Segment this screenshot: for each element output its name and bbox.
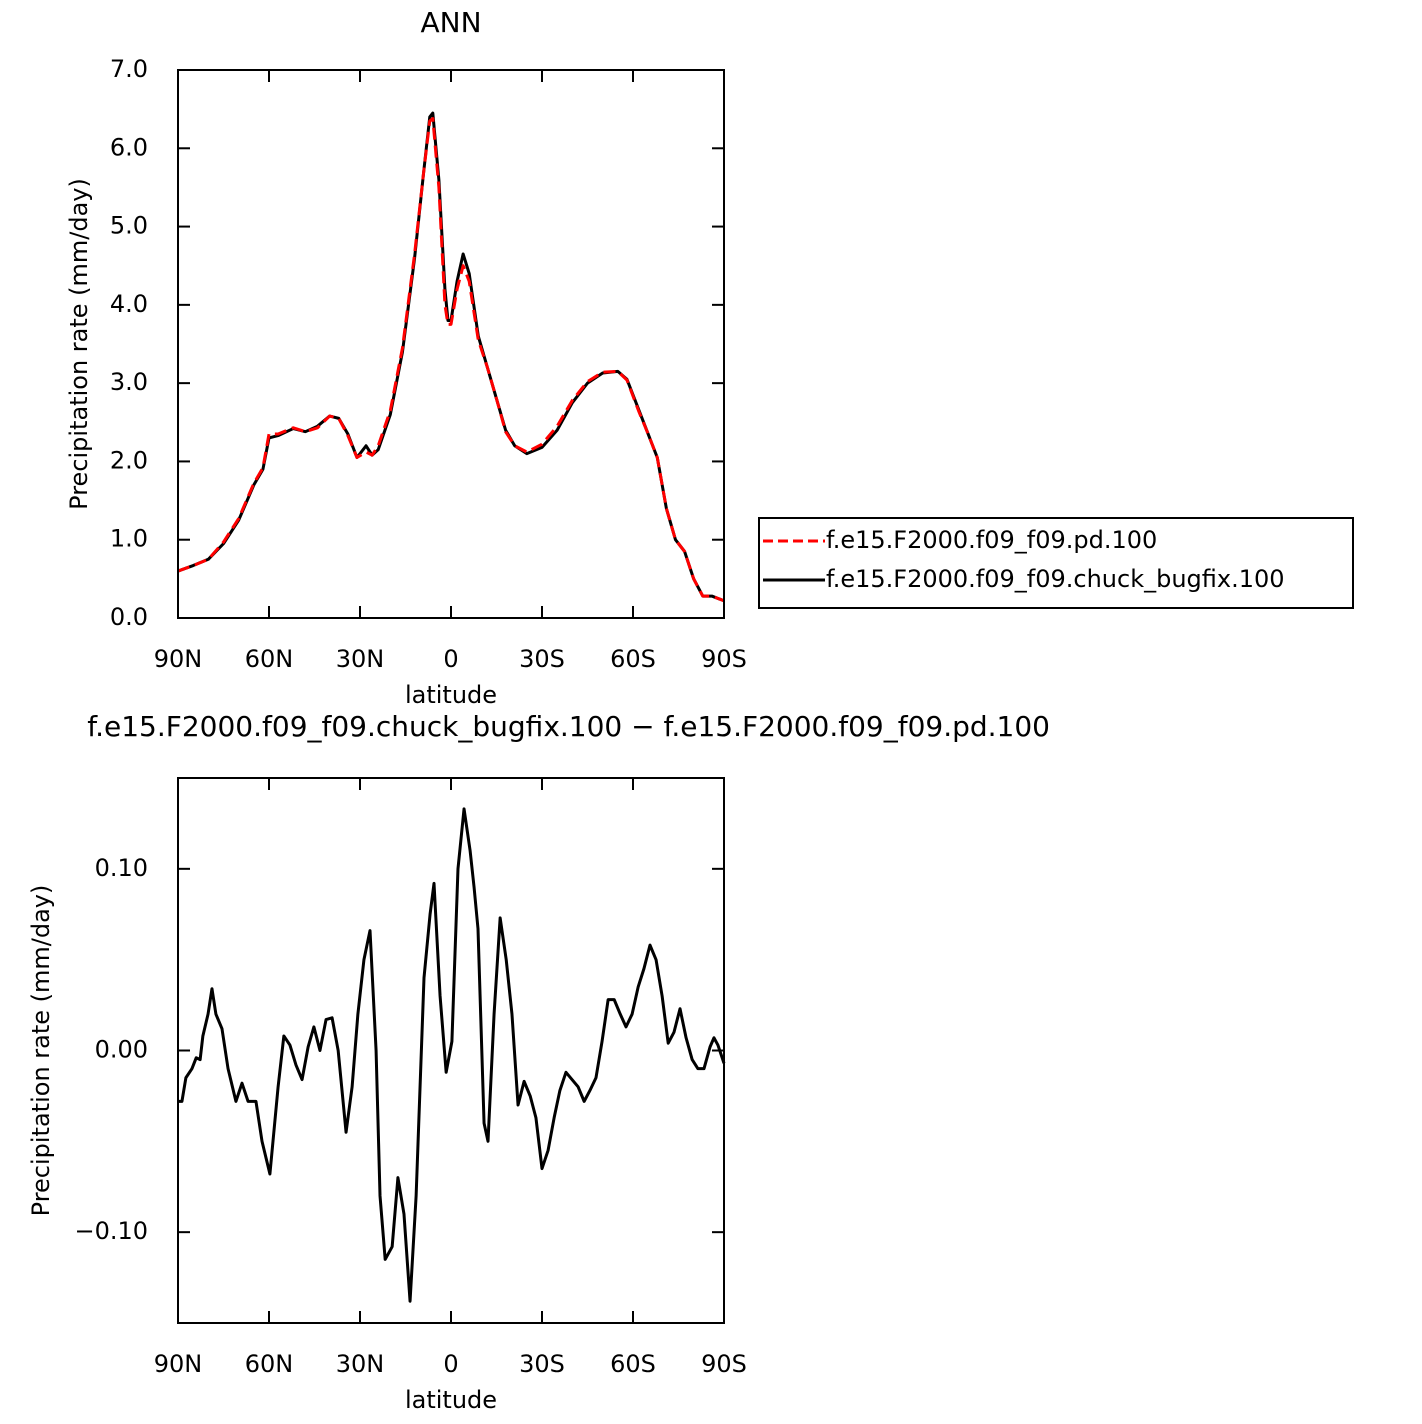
y-tick-label: 4.0 (110, 290, 148, 318)
y-tick-label: 0.0 (110, 603, 148, 631)
y-tick-label: 7.0 (110, 55, 148, 83)
chart-title: f.e15.F2000.f09_f09.chuck_bugfix.100 − f… (87, 710, 1050, 743)
y-tick-label: 5.0 (110, 212, 148, 240)
data-line (177, 111, 725, 603)
x-tick-label: 30N (336, 1350, 385, 1378)
x-tick-label: 30S (519, 1350, 565, 1378)
y-tick-label: 6.0 (110, 133, 148, 161)
data-line (178, 807, 726, 1303)
x-tick-label: 90N (154, 1350, 203, 1378)
legend-label: f.e15.F2000.f09_f09.chuck_bugfix.100 (826, 565, 1285, 593)
x-tick-label: 30N (336, 645, 385, 673)
y-tick-label: 0.10 (95, 854, 148, 882)
x-tick-label: 60S (610, 645, 656, 673)
x-tick-label: 0 (443, 1350, 458, 1378)
y-axis-label: Precipitation rate (mm/day) (65, 178, 93, 510)
data-line (177, 117, 725, 603)
y-tick-label: 2.0 (110, 446, 148, 474)
x-axis-label: latitude (405, 681, 497, 709)
plot-frame (177, 69, 725, 619)
x-tick-label: 60N (245, 1350, 294, 1378)
x-tick-label: 90S (701, 1350, 747, 1378)
x-axis-label: latitude (405, 1386, 497, 1414)
chart-title: ANN (420, 6, 481, 39)
plot-frame (177, 777, 725, 1324)
x-tick-label: 60N (245, 645, 294, 673)
legend-label: f.e15.F2000.f09_f09.pd.100 (826, 526, 1157, 554)
y-tick-label: 1.0 (110, 525, 148, 553)
x-tick-label: 60S (610, 1350, 656, 1378)
x-tick-label: 90S (701, 645, 747, 673)
x-tick-label: 30S (519, 645, 565, 673)
x-tick-label: 0 (443, 645, 458, 673)
y-tick-label: 0.00 (95, 1036, 148, 1064)
legend-box (758, 517, 1354, 609)
y-tick-label: 3.0 (110, 368, 148, 396)
x-tick-label: 90N (154, 645, 203, 673)
y-tick-label: −0.10 (74, 1217, 148, 1245)
y-axis-label: Precipitation rate (mm/day) (27, 885, 55, 1217)
